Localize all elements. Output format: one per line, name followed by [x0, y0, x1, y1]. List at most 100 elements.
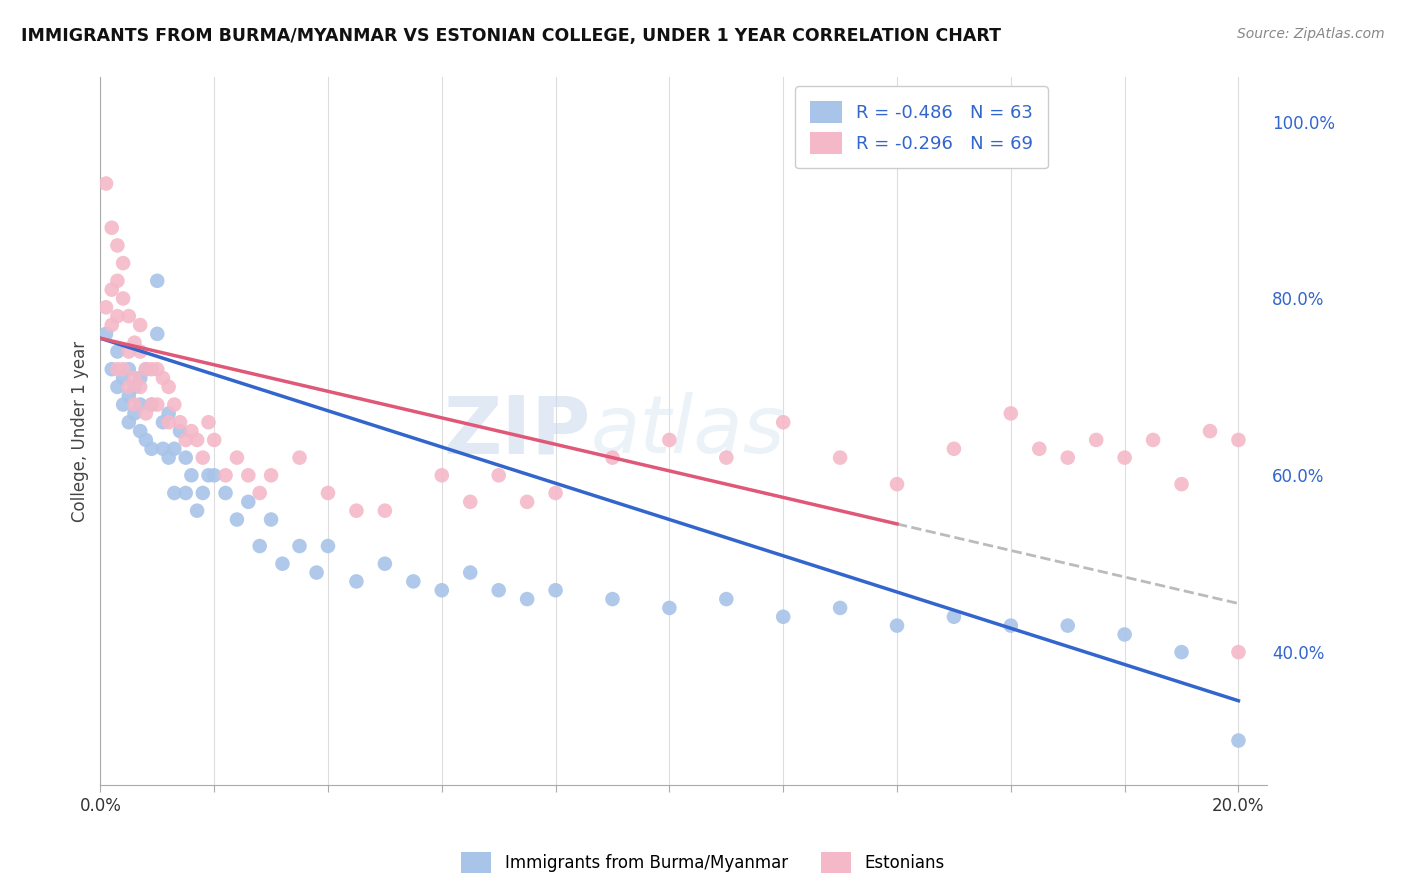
Point	[516, 495, 538, 509]
Point	[886, 477, 908, 491]
Y-axis label: College, Under 1 year: College, Under 1 year	[72, 341, 89, 522]
Point	[129, 371, 152, 385]
Point	[716, 592, 738, 607]
Point	[100, 318, 122, 332]
Point	[124, 380, 146, 394]
Point	[112, 292, 135, 306]
Point	[249, 486, 271, 500]
Point	[458, 495, 481, 509]
Point	[135, 362, 157, 376]
Point	[772, 609, 794, 624]
Point	[146, 362, 169, 376]
Point	[1170, 645, 1192, 659]
Point	[316, 539, 339, 553]
Point	[152, 371, 174, 385]
Point	[1199, 424, 1222, 438]
Point	[305, 566, 328, 580]
Point	[316, 486, 339, 500]
Point	[146, 326, 169, 341]
Point	[174, 450, 197, 465]
Point	[1227, 733, 1250, 747]
Point	[1227, 433, 1250, 447]
Point	[107, 238, 129, 252]
Point	[1056, 618, 1078, 632]
Point	[374, 557, 396, 571]
Point	[1000, 618, 1022, 632]
Point	[157, 450, 180, 465]
Point	[157, 406, 180, 420]
Point	[180, 468, 202, 483]
Point	[1114, 627, 1136, 641]
Point	[1142, 433, 1164, 447]
Point	[1028, 442, 1050, 456]
Point	[1085, 433, 1108, 447]
Point	[202, 468, 225, 483]
Text: Source: ZipAtlas.com: Source: ZipAtlas.com	[1237, 27, 1385, 41]
Point	[112, 398, 135, 412]
Point	[202, 433, 225, 447]
Text: IMMIGRANTS FROM BURMA/MYANMAR VS ESTONIAN COLLEGE, UNDER 1 YEAR CORRELATION CHAR: IMMIGRANTS FROM BURMA/MYANMAR VS ESTONIA…	[21, 27, 1001, 45]
Point	[112, 256, 135, 270]
Point	[226, 512, 249, 526]
Point	[124, 406, 146, 420]
Point	[152, 415, 174, 429]
Point	[197, 468, 219, 483]
Point	[100, 283, 122, 297]
Point	[271, 557, 294, 571]
Point	[226, 450, 249, 465]
Point	[458, 566, 481, 580]
Point	[174, 486, 197, 500]
Point	[191, 486, 214, 500]
Point	[129, 424, 152, 438]
Point	[249, 539, 271, 553]
Point	[100, 220, 122, 235]
Text: atlas: atlas	[591, 392, 785, 470]
Point	[124, 371, 146, 385]
Point	[169, 424, 191, 438]
Point	[186, 433, 208, 447]
Point	[107, 309, 129, 323]
Point	[186, 504, 208, 518]
Point	[141, 398, 163, 412]
Point	[100, 362, 122, 376]
Point	[197, 415, 219, 429]
Point	[107, 344, 129, 359]
Point	[118, 415, 141, 429]
Point	[830, 601, 852, 615]
Point	[942, 442, 965, 456]
Point	[94, 301, 117, 315]
Point	[544, 583, 567, 598]
Point	[260, 468, 283, 483]
Point	[1170, 477, 1192, 491]
Point	[191, 450, 214, 465]
Point	[238, 495, 260, 509]
Point	[544, 486, 567, 500]
Point	[1000, 406, 1022, 420]
Point	[118, 389, 141, 403]
Point	[135, 406, 157, 420]
Point	[658, 433, 681, 447]
Point	[112, 362, 135, 376]
Point	[288, 450, 311, 465]
Point	[107, 274, 129, 288]
Point	[288, 539, 311, 553]
Point	[1227, 645, 1250, 659]
Point	[886, 618, 908, 632]
Point	[180, 424, 202, 438]
Point	[141, 398, 163, 412]
Point	[112, 371, 135, 385]
Point	[124, 398, 146, 412]
Point	[830, 450, 852, 465]
Point	[94, 177, 117, 191]
Point	[346, 574, 368, 589]
Point	[430, 583, 453, 598]
Point	[163, 486, 186, 500]
Point	[146, 398, 169, 412]
Point	[124, 335, 146, 350]
Point	[146, 274, 169, 288]
Point	[346, 504, 368, 518]
Point	[129, 318, 152, 332]
Point	[157, 415, 180, 429]
Point	[129, 380, 152, 394]
Point	[402, 574, 425, 589]
